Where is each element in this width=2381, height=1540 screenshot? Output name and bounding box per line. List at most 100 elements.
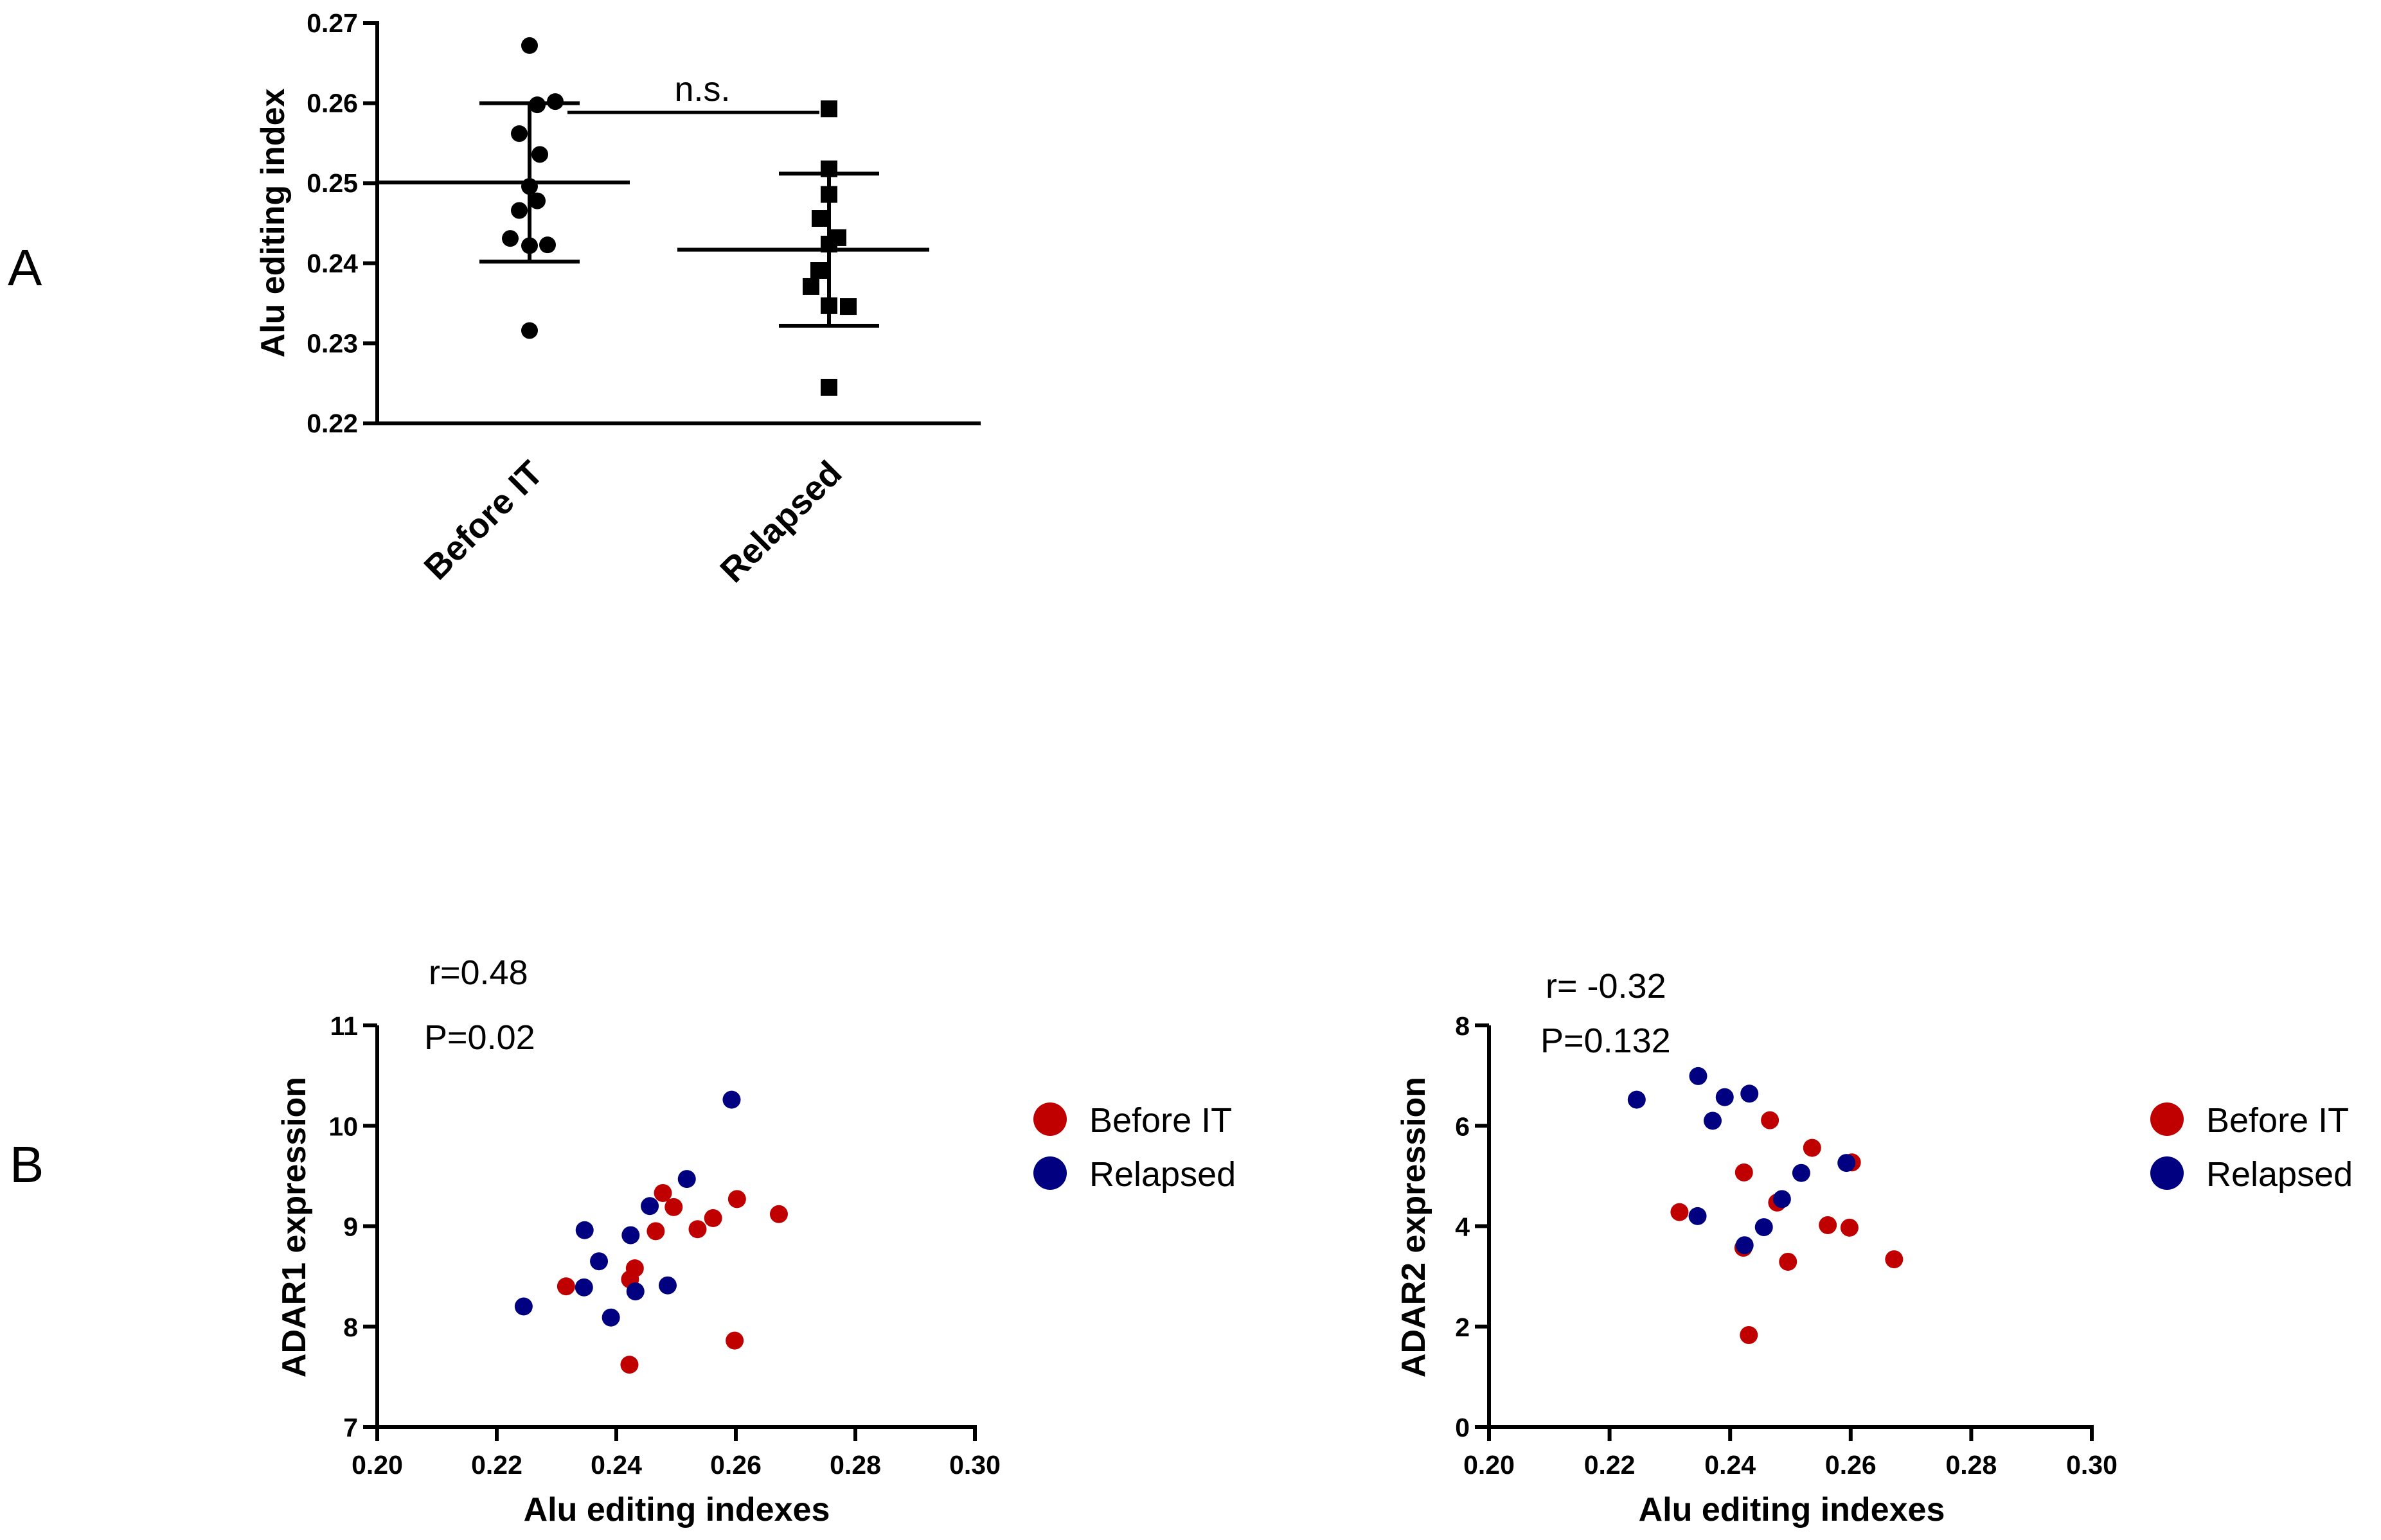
data-point-relapsed [575,1221,594,1239]
data-point-relapsed [641,1197,659,1216]
y-tick-label: 8 [343,1313,358,1342]
data-point-before [1740,1326,1758,1345]
data-point-before [664,1198,683,1216]
panel-b-right-chart: 0.20 0.22 0.24 0.26 0.28 0.30 0 2 4 6 8 ADAR2 expr… [1395,967,2353,1528]
x-tick-label: 0.22 [471,1450,522,1480]
y-tick-label: 10 [328,1111,358,1141]
data-point-relapsed [1689,1066,1708,1085]
data-point-before [521,237,538,254]
data-point-before [521,322,538,339]
data-point-before [654,1183,672,1202]
x-tick-label: 0.30 [2066,1450,2118,1480]
data-point-relapsed [590,1252,609,1271]
panel-b-left-x-title: Alu editing indexes [524,1491,830,1528]
y-tick-label: 2 [1455,1313,1470,1342]
legend-marker-before-right [2150,1102,2184,1136]
data-point-relapsed [626,1282,645,1301]
x-tick-label: 0.28 [1945,1450,1997,1480]
x-tick-label: 0.30 [949,1450,1001,1480]
data-point-relapsed [821,297,837,314]
panel-b-right-x-title: Alu editing indexes [1639,1491,1945,1528]
x-tick-label: 0.20 [1463,1450,1515,1480]
data-point-relapsed [812,210,828,227]
legend-label-before-left: Before IT [1089,1101,1232,1140]
panel-a-y-tick-label: 0.26 [307,89,358,118]
x-tick-label: 0.20 [352,1450,403,1480]
legend-label-relapsed-left: Relapsed [1089,1155,1236,1194]
data-point-relapsed [821,160,837,177]
data-point-before [1840,1218,1859,1237]
data-point-before [521,37,538,54]
data-point-before [531,146,548,163]
data-point-relapsed [1715,1088,1734,1106]
data-point-relapsed [821,100,837,118]
data-point-relapsed [514,1297,533,1316]
data-point-before [511,202,528,219]
data-point-relapsed [1837,1154,1856,1173]
data-point-relapsed [810,262,827,279]
x-tick-label: 0.24 [591,1450,642,1480]
data-point-relapsed [840,298,857,315]
data-point-before [625,1259,644,1278]
legend-label-relapsed-right: Relapsed [2206,1155,2353,1194]
data-point-before [727,1190,746,1208]
data-point-before [539,236,556,254]
data-point-before [726,1331,744,1350]
legend-marker-relapsed-right [2150,1156,2184,1190]
significance-label: n.s. [674,70,730,109]
x-tick-label: 0.24 [1704,1450,1756,1480]
data-point-before [529,192,546,209]
data-point-relapsed [658,1276,677,1295]
data-point-relapsed [821,378,837,396]
panel-a-y-tick-label: 0.23 [307,328,358,358]
data-point-relapsed [575,1278,593,1297]
data-point-relapsed [1703,1111,1722,1130]
panel-b-right-p: P=0.132 [1540,1022,1671,1060]
panel-a-y-tick-label: 0.22 [307,409,358,438]
y-tick-label: 0 [1455,1413,1470,1442]
data-point-relapsed [803,278,819,295]
panel-a-y-title: Alu editing index [254,88,292,357]
data-point-before [1761,1111,1779,1129]
data-point-before [529,96,546,114]
legend-label-before-right: Before IT [2206,1101,2349,1140]
panel-b-left-p: P=0.02 [424,1018,535,1057]
x-tick-label: 0.28 [830,1450,881,1480]
data-point-before [547,93,564,111]
y-tick-label: 6 [1455,1111,1470,1141]
panel-label-a: A [8,239,42,296]
x-tick-label: 0.26 [710,1450,762,1480]
data-point-relapsed [1740,1084,1759,1103]
legend-marker-relapsed-left [1033,1156,1067,1190]
data-point-before [704,1209,722,1227]
data-point-before [1885,1250,1904,1269]
data-point-relapsed [1754,1218,1773,1237]
data-point-relapsed [1627,1090,1646,1109]
x-tick-label: 0.26 [1825,1450,1877,1480]
data-point-relapsed [1688,1207,1707,1225]
data-point-relapsed [821,235,837,252]
panel-b-left-chart: 0.20 0.22 0.24 0.26 0.28 0.30 7 8 9 10 11 ADAR1 ex… [276,953,1236,1528]
data-point-relapsed [1792,1164,1810,1182]
y-tick-label: 4 [1455,1212,1470,1242]
data-point-relapsed [821,186,837,203]
category-label-before: Before IT [417,454,551,587]
data-point-before [1803,1138,1821,1157]
data-point-before [1670,1203,1689,1221]
panel-b-left-y-title: ADAR1 expression [276,1077,313,1377]
data-point-relapsed [1772,1190,1791,1208]
y-tick-label: 7 [343,1413,358,1442]
data-point-before [647,1222,665,1241]
legend-marker-before-left [1033,1102,1067,1136]
y-tick-label: 11 [330,1011,358,1041]
x-tick-label: 0.22 [1584,1450,1636,1480]
data-point-before [620,1356,639,1374]
data-point-before [502,230,519,247]
panel-a-chart: 0.22 0.23 0.24 0.25 0.26 0.27 Alu editing ind… [254,8,981,590]
panel-b-left-r: r=0.48 [429,953,528,992]
data-point-relapsed [722,1090,741,1109]
data-point-before [1734,1163,1753,1182]
data-point-relapsed [621,1226,640,1244]
panel-a-y-tick-label: 0.25 [307,168,358,198]
